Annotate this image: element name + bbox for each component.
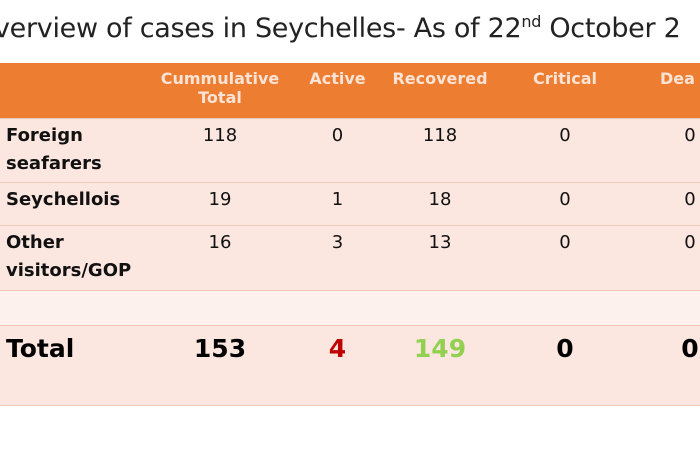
header-cell: Critical [490,62,640,119]
cell [390,290,490,326]
empty-row [0,290,700,326]
cell: 0 [640,182,700,226]
title: verview of cases in Seychelles- As of 22… [0,12,681,44]
cell [490,290,640,326]
header-cell: Active [285,62,390,119]
cell: 16 [155,225,285,291]
cell: 1 [285,182,390,226]
cell: 0 [490,225,640,291]
total-cell: 153 [155,325,285,406]
cell: Seychellois [0,182,155,226]
cell: 13 [390,225,490,291]
row: Other visitors/GOP 16 3 13 0 0 [0,225,700,291]
cell: 19 [155,182,285,226]
cell: 118 [390,118,490,183]
header-row: Cummulative Total Active Recovered Criti… [0,62,700,119]
total-cell: 4 [285,325,390,406]
header-cell: Recovered [390,62,490,119]
header-cell: Cummulative Total [155,62,285,119]
cell [155,290,285,326]
header-cell: Dea [640,62,700,119]
cell: 0 [640,225,700,291]
cases-table: Cummulative Total Active Recovered Criti… [0,62,700,406]
cell: Other visitors/GOP [0,225,155,291]
cell [640,290,700,326]
cell [0,290,155,326]
total-cell: 0 [490,325,640,406]
title-superscript: nd [521,12,542,31]
cell: 0 [640,118,700,183]
cell: 0 [490,118,640,183]
header-cell [0,62,155,119]
row: Foreign seafarers 118 0 118 0 0 [0,118,700,183]
cell: 0 [490,182,640,226]
cell: 3 [285,225,390,291]
cell [285,290,390,326]
title-text: October 2 [541,13,681,44]
total-label: Total [0,325,155,406]
cell: 18 [390,182,490,226]
total-cell: 0 [640,325,700,406]
row: Seychellois 19 1 18 0 0 [0,182,700,226]
total-cell: 149 [390,325,490,406]
title-text: verview of cases in Seychelles- As of 22 [0,13,522,44]
cell: 0 [285,118,390,183]
cell: Foreign seafarers [0,118,155,183]
total-row: Total 153 4 149 0 0 [0,325,700,406]
cell: 118 [155,118,285,183]
